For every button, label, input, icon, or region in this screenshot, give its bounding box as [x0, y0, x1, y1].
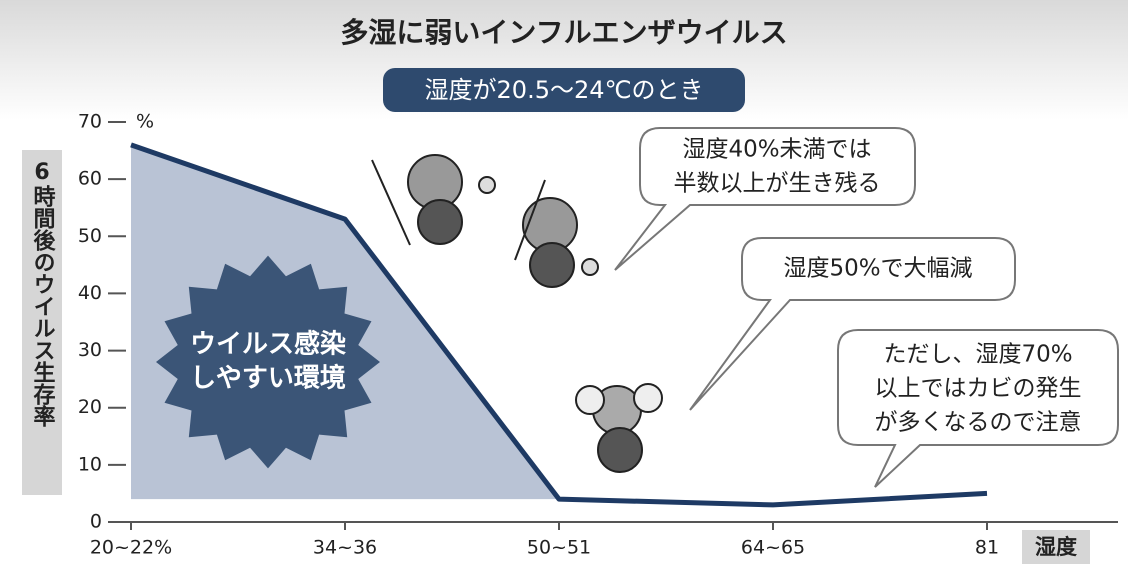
- subtitle: 湿度が20.5～24℃のとき: [425, 76, 704, 104]
- subtitle-box: [383, 68, 745, 112]
- y-tick-label: 60: [78, 168, 102, 190]
- annotation: ただし、湿度70%: [883, 342, 1072, 368]
- annotation: 以上ではカビの発生: [875, 376, 1082, 402]
- y-tick-label: 70: [78, 111, 102, 133]
- burst: [156, 255, 380, 469]
- speech-bubble: [837, 329, 1119, 488]
- y-unit: %: [136, 111, 154, 133]
- line: [130, 142, 988, 508]
- speech-bubble: [689, 237, 1016, 411]
- x-label-box: [1022, 530, 1090, 564]
- y-tick-label: 50: [78, 225, 102, 247]
- speech-bubble: [614, 127, 916, 271]
- y-tick-label: 10: [78, 453, 102, 475]
- burst-text: ウイルス感染: [190, 330, 346, 360]
- annotation: が多くなるので注意: [875, 410, 1082, 436]
- y-tick-label: 0: [90, 511, 102, 533]
- x-tick-label: 50~51: [527, 537, 591, 559]
- y-tick-label: 20: [78, 396, 102, 418]
- x-tick-label: 20~22%: [90, 537, 172, 559]
- y-tick-label: 40: [78, 282, 102, 304]
- annotation: 湿度40%未満では: [682, 137, 871, 163]
- y-axis-label: 6時間後のウイルス生存率: [30, 160, 56, 427]
- y-label-box: [22, 150, 62, 495]
- chart-title: 多湿に弱いインフルエンザウイルス: [340, 16, 787, 49]
- x-tick-label: 34~36: [313, 537, 377, 559]
- y-tick-label: 30: [78, 339, 102, 361]
- x-tick-label: 81: [975, 537, 999, 559]
- annotation: 湿度50%で大幅減: [783, 256, 972, 282]
- burst-text: しやすい環境: [190, 363, 346, 394]
- x-tick-label: 64~65: [741, 537, 805, 559]
- virus-icon: [371, 154, 663, 473]
- x-axis-label: 湿度: [1035, 535, 1077, 559]
- annotation: 半数以上が生き残る: [674, 171, 881, 197]
